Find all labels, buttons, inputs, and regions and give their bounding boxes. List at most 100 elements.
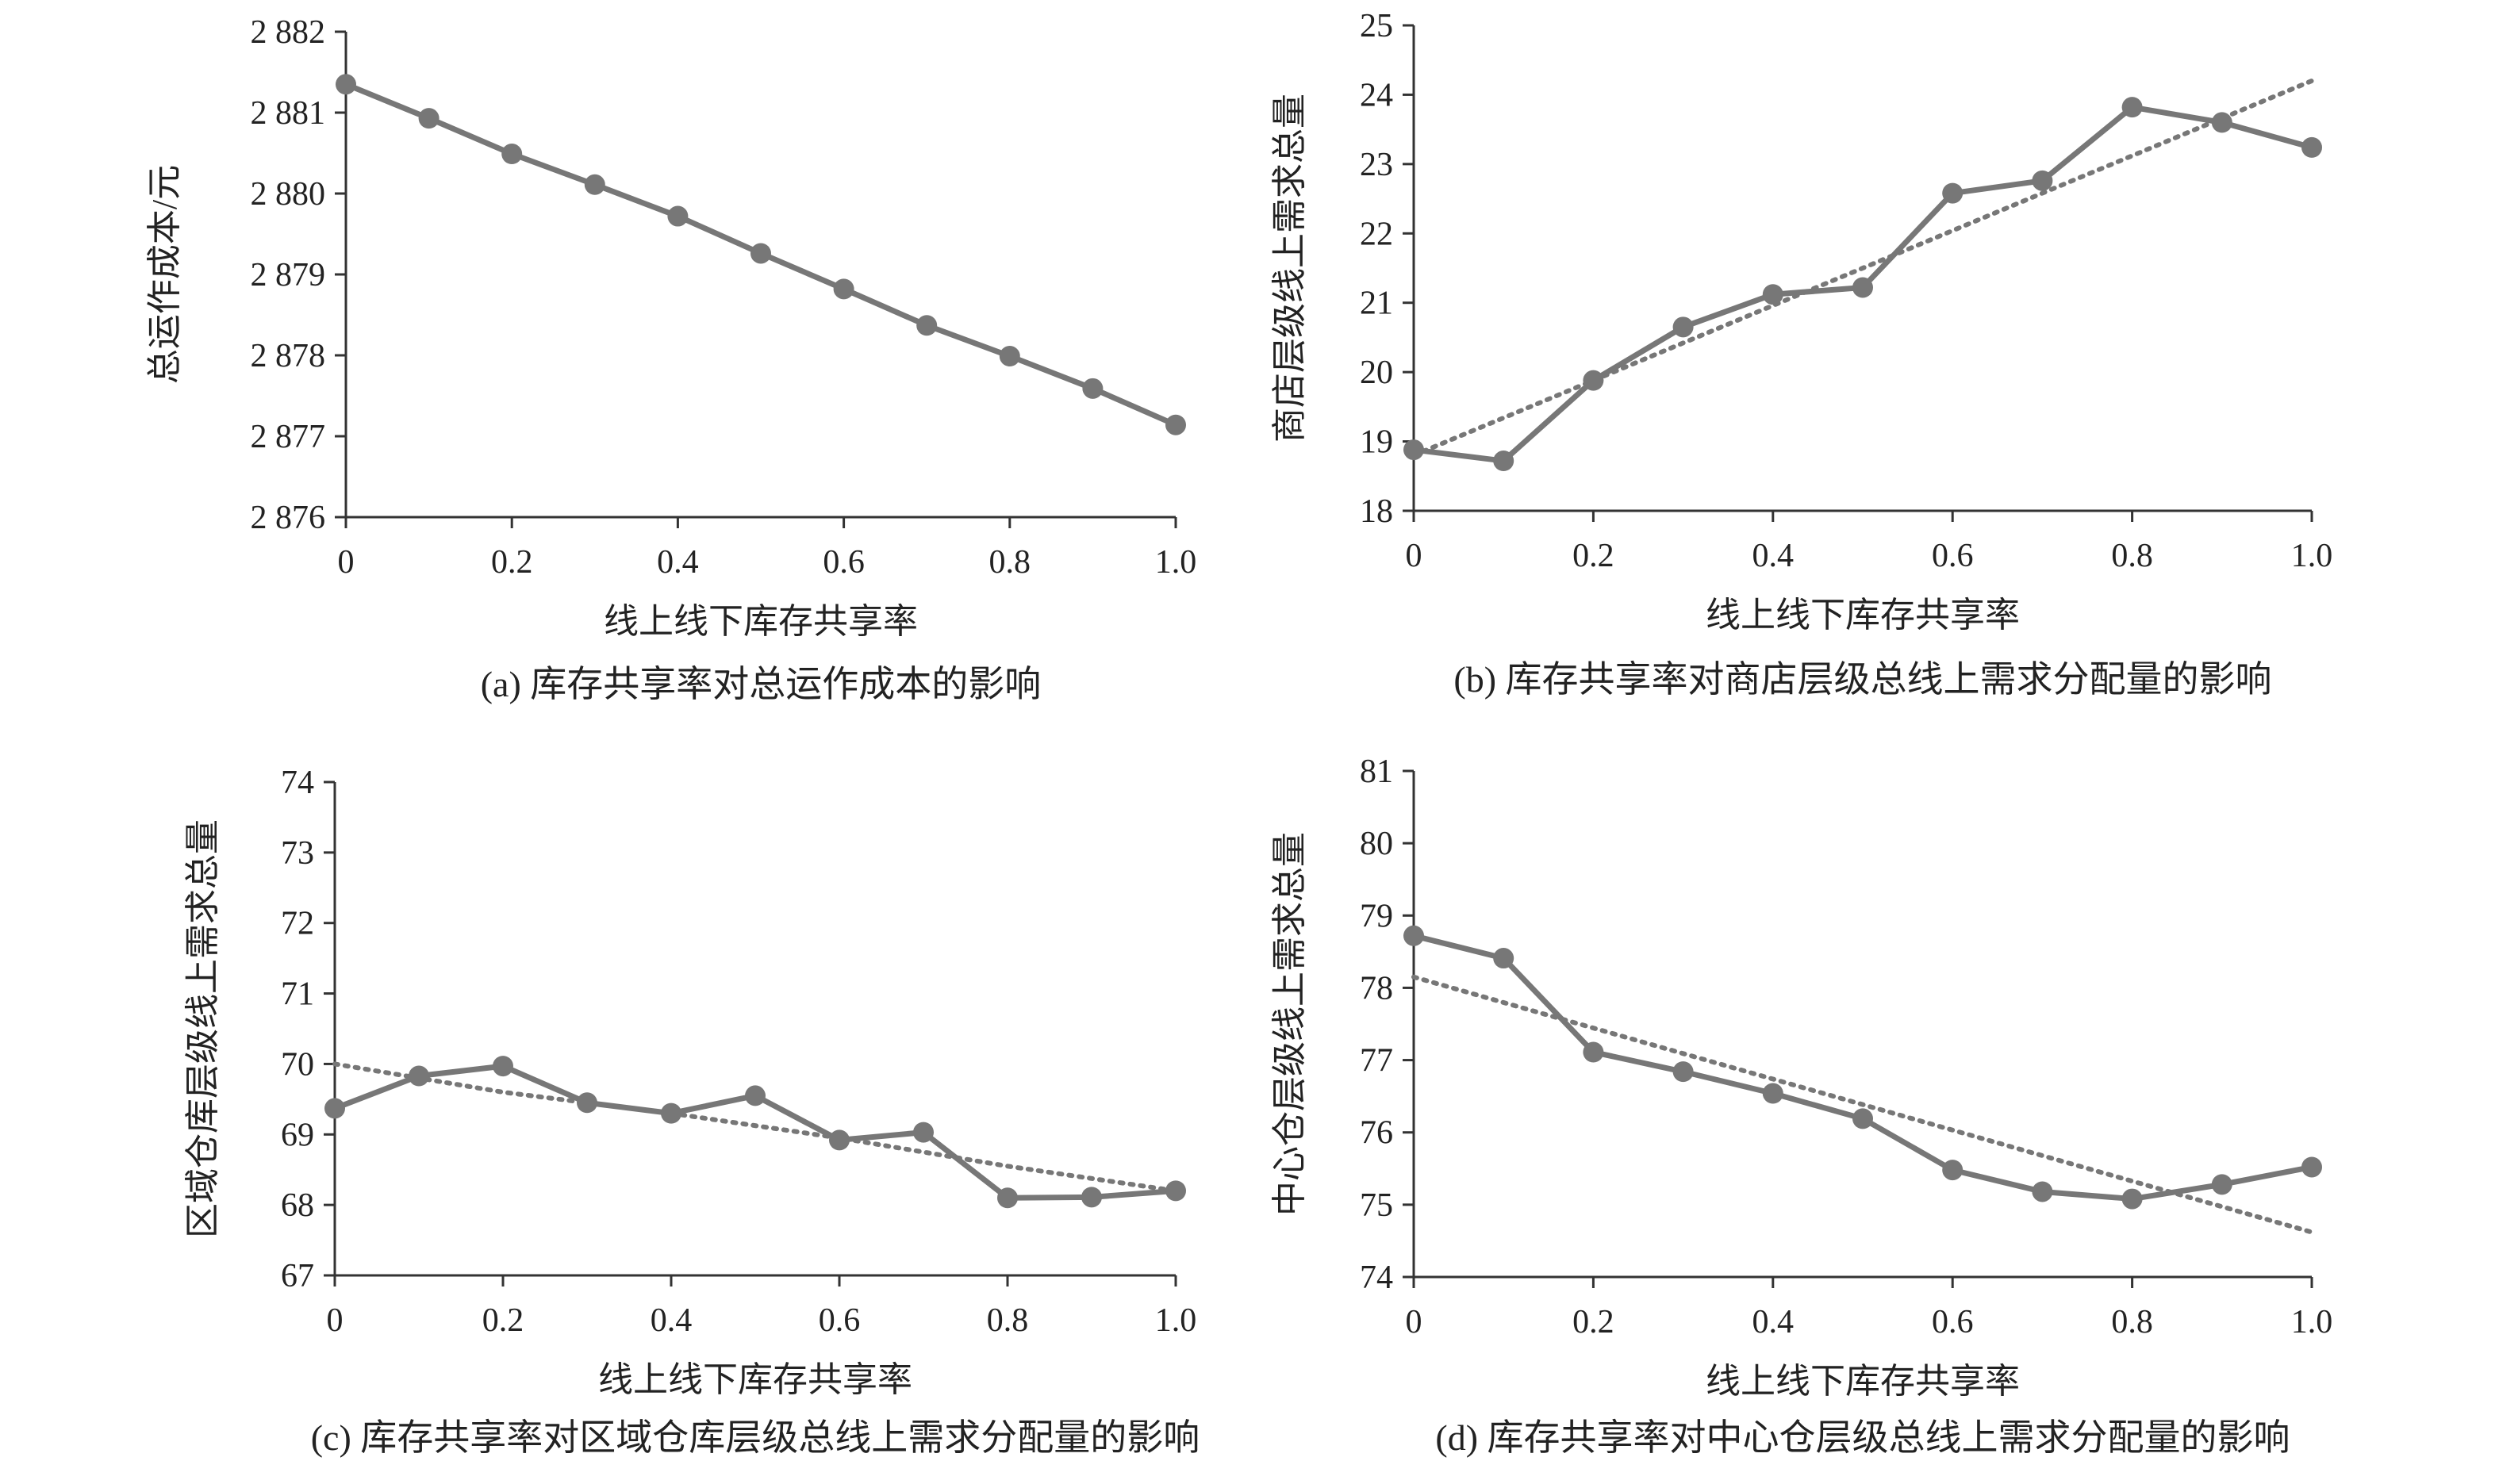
x-axis-title: 线上线下库存共享率	[598, 1360, 912, 1399]
data-point	[1493, 948, 1514, 969]
data-point	[2032, 1181, 2053, 1202]
x-tick-label: 0.8	[987, 1302, 1029, 1339]
data-point	[584, 174, 605, 195]
x-tick-label: 0.6	[1932, 1304, 1974, 1340]
chart-c: 67 68 69 70 71 72 73 74 0 0.2 0.4 0.6 0.8 1.0 线上线下库存共享…	[183, 765, 1200, 1458]
data-point	[1403, 925, 1424, 946]
x-tick-label: 0.6	[1932, 538, 1974, 574]
data-point	[418, 108, 440, 129]
data-point	[1672, 1061, 1694, 1083]
y-tick-label: 2 882	[251, 14, 326, 51]
series-line	[1413, 933, 2313, 1202]
data-point	[1852, 1108, 1873, 1129]
x-tick-label: 0	[327, 1302, 344, 1339]
y-tick-label: 71	[281, 976, 314, 1013]
data-point	[2211, 1174, 2232, 1195]
data-point	[661, 1102, 681, 1124]
y-tick-label: 74	[1360, 1260, 1393, 1296]
data-point	[1082, 378, 1104, 399]
x-tick-label: 1.0	[2291, 1304, 2333, 1340]
y-tick-label: 22	[1360, 216, 1393, 252]
y-tick-label: 73	[281, 835, 314, 872]
y-tick-label: 68	[281, 1187, 314, 1224]
data-point	[2301, 1156, 2322, 1178]
trend-line	[332, 1061, 1178, 1194]
data-point	[1165, 1180, 1186, 1202]
x-tick-label: 0.4	[1752, 1304, 1795, 1340]
data-point	[1403, 439, 1424, 461]
y-axis-title: 商店层级线上需求总量	[1270, 94, 1309, 443]
data-point	[1583, 1041, 1604, 1063]
data-point	[577, 1092, 597, 1114]
y-tick-label: 75	[1360, 1187, 1393, 1224]
y-tick-label: 72	[281, 906, 314, 942]
y-tick-label: 2 877	[251, 419, 326, 455]
data-point	[1081, 1187, 1102, 1208]
x-tick-label: 1.0	[1155, 544, 1197, 581]
y-tick-label: 77	[1360, 1043, 1393, 1079]
x-tick-label: 0	[1406, 538, 1422, 574]
data-point	[2032, 170, 2053, 191]
data-point	[1672, 316, 1694, 338]
data-point	[997, 1187, 1018, 1209]
y-tick-label: 2 881	[251, 95, 326, 132]
data-point	[2121, 1188, 2143, 1210]
data-point	[501, 144, 523, 165]
y-tick-label: 2 876	[251, 500, 326, 536]
y-tick-label: 80	[1360, 826, 1393, 862]
data-point	[1852, 277, 1873, 298]
data-point	[2121, 97, 2143, 118]
data-point	[1762, 284, 1783, 305]
x-tick-label: 0.8	[2111, 1304, 2153, 1340]
chart-caption: (d) 库存共享率对中心仓层级总线上需求分配量的影响	[1435, 1417, 2290, 1458]
y-tick-label: 25	[1360, 8, 1393, 44]
data-point	[2301, 136, 2322, 158]
x-tick-label: 0.4	[1752, 538, 1795, 574]
x-tick-label: 0.4	[657, 544, 699, 581]
x-tick-label: 1.0	[2291, 538, 2333, 574]
chart-a: 2 876 2 877 2 878 2 879 2 880 2 881 2 882 0 0.2 0…	[145, 14, 1196, 704]
x-tick-label: 0	[1406, 1304, 1422, 1340]
trend-line	[1411, 78, 2314, 458]
y-tick-label: 2 878	[251, 338, 326, 374]
y-tick-label: 67	[281, 1258, 314, 1294]
y-axis-title: 区域仓库层级线上需求总量	[183, 819, 222, 1238]
data-point	[324, 1098, 345, 1119]
y-tick-label: 20	[1360, 355, 1393, 391]
x-tick-label: 0.8	[989, 544, 1031, 581]
y-tick-label: 79	[1360, 898, 1393, 934]
data-point	[493, 1056, 513, 1077]
data-point	[336, 74, 356, 95]
data-point	[409, 1065, 429, 1087]
data-point	[833, 278, 854, 300]
x-tick-label: 0.4	[651, 1302, 693, 1339]
chart-caption: (c) 库存共享率对区域仓库层级总线上需求分配量的影响	[311, 1417, 1200, 1458]
x-tick-label: 1.0	[1155, 1302, 1197, 1339]
x-tick-label: 0.6	[819, 1302, 861, 1339]
data-point	[1942, 182, 1964, 204]
x-axis-title: 线上线下库存共享率	[1706, 1362, 2020, 1401]
x-tick-label: 0.6	[823, 544, 865, 581]
x-tick-label: 0.8	[2111, 538, 2153, 574]
y-tick-label: 81	[1360, 754, 1393, 790]
x-axis-title: 线上线下库存共享率	[1706, 596, 2020, 635]
data-point	[1942, 1160, 1964, 1181]
y-tick-label: 19	[1360, 424, 1393, 461]
data-point	[750, 243, 771, 264]
chart-caption: (a) 库存共享率对总运作成本的影响	[481, 664, 1042, 704]
data-point	[2211, 112, 2232, 133]
y-tick-label: 69	[281, 1117, 314, 1153]
data-point	[913, 1122, 934, 1143]
y-tick-label: 70	[281, 1046, 314, 1083]
x-tick-label: 0.2	[482, 1302, 524, 1339]
data-point	[667, 205, 689, 227]
y-axis-title: 中心仓层级线上需求总量	[1270, 832, 1309, 1216]
y-tick-label: 21	[1360, 286, 1393, 322]
y-tick-label: 74	[281, 765, 314, 801]
y-tick-label: 18	[1360, 493, 1393, 530]
data-point	[829, 1129, 850, 1151]
data-point	[745, 1085, 766, 1106]
data-point	[999, 346, 1020, 367]
chart-b: 18 19 20 21 22 23 24 25 0 0.2 0.4 0.6 0.8 1.0 线上线下库存共享…	[1270, 8, 2332, 700]
